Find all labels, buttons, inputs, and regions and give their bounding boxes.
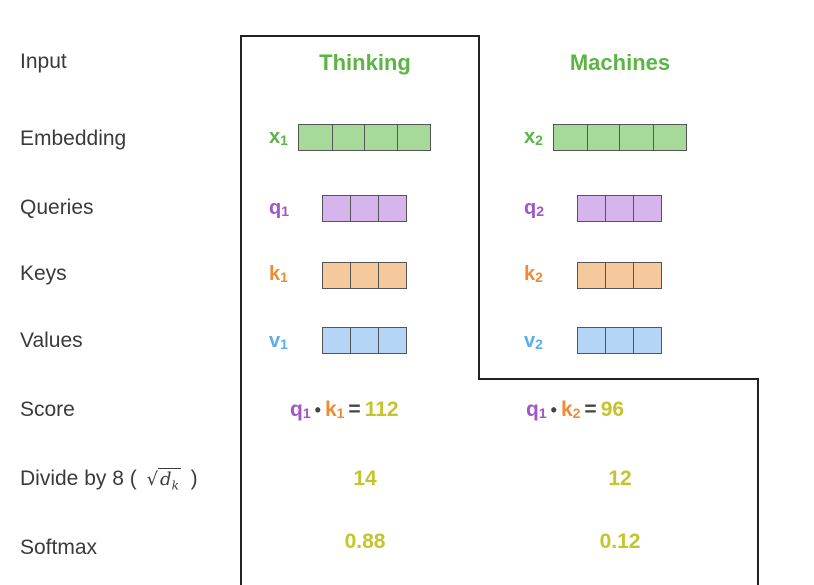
divide-prefix: Divide by 8 ( — [20, 467, 137, 490]
sqrt-k: k — [171, 478, 179, 493]
softmax-value-2: 0.12 — [599, 530, 641, 553]
row-label-values: Values — [20, 329, 83, 352]
row-label-keys: Keys — [20, 262, 67, 285]
value-vector-v1 — [322, 327, 407, 354]
key-vector-k2 — [577, 262, 662, 289]
divide-suffix: ) — [190, 467, 198, 490]
score-q1-k1: q1 • k1 = 112 — [290, 398, 399, 421]
query-vector-q2 — [577, 195, 662, 222]
symbol-q2: q2 — [524, 197, 545, 219]
key-vector-k1 — [322, 262, 407, 289]
symbol-x2: x2 — [524, 126, 543, 148]
symbol-k1: k1 — [269, 263, 288, 285]
symbol-x1: x1 — [269, 126, 288, 148]
score-q1-k2: q1 • k2 = 96 — [526, 398, 625, 421]
sqrt-dk: √ dk — [146, 468, 181, 493]
embedding-vector-x1 — [298, 124, 431, 151]
divided-score-1: 14 — [353, 467, 377, 490]
symbol-q1: q1 — [269, 197, 290, 219]
query-vector-q1 — [322, 195, 407, 222]
value-vector-v2 — [577, 327, 662, 354]
divided-score-2: 12 — [608, 467, 632, 490]
sqrt-d: d — [160, 469, 172, 490]
row-label-softmax: Softmax — [20, 536, 98, 559]
word-thinking: Thinking — [319, 50, 411, 75]
symbol-k2: k2 — [524, 263, 543, 285]
embedding-vector-x2 — [553, 124, 687, 151]
symbol-v2: v2 — [524, 330, 543, 352]
symbol-v1: v1 — [269, 330, 288, 352]
row-label-score: Score — [20, 398, 75, 421]
row-label-queries: Queries — [20, 196, 94, 219]
word-machines: Machines — [569, 50, 671, 75]
row-label-divide: Divide by 8 ( √ dk ) — [20, 467, 198, 493]
row-label-input: Input — [20, 50, 67, 73]
row-label-embedding: Embedding — [20, 127, 127, 150]
softmax-value-1: 0.88 — [344, 530, 386, 553]
